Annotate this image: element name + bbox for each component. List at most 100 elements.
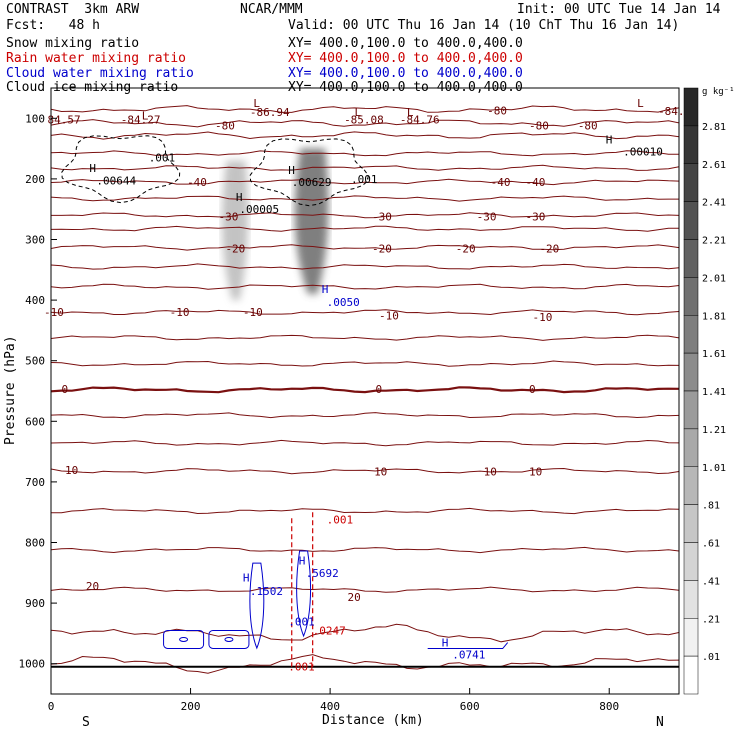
- colorbar-label: .41: [702, 576, 720, 587]
- contour-label: 20: [348, 591, 361, 604]
- snow-plume: [294, 148, 329, 295]
- y-tick-label: 400: [25, 294, 45, 307]
- field-snow-name: Snow mixing ratio: [6, 36, 140, 51]
- colorbar-swatch: [683, 163, 699, 202]
- contour-label: -20: [456, 243, 476, 256]
- contour-label: .00010: [623, 146, 663, 159]
- y-tick-label: 100: [25, 112, 45, 125]
- temperature-contour: [51, 309, 679, 316]
- init-time: Init: 00 UTC Tue 14 Jan 14: [517, 2, 721, 17]
- field-cloudwater-xy: XY= 400.0,100.0 to 400.0,400.0: [288, 66, 523, 81]
- cloud-water-contour: [163, 629, 205, 649]
- temperature-contour: [51, 586, 679, 593]
- x-end-label: N: [656, 715, 664, 730]
- contour-label: -10: [170, 306, 190, 319]
- org-label: NCAR/MMM: [240, 2, 303, 17]
- contour-label: .5692: [306, 567, 339, 580]
- contour-label: -10: [532, 311, 552, 324]
- contour-label: H: [89, 162, 96, 175]
- colorbar-label: .01: [702, 652, 720, 663]
- temperature-contour: [51, 467, 679, 475]
- x-tick-label: 800: [599, 700, 619, 713]
- contour-label: -84.76: [400, 114, 440, 127]
- temperature-contour: [51, 119, 679, 128]
- contour-label: 0: [375, 383, 382, 396]
- contour-label: L: [637, 97, 644, 110]
- colorbar-label: 1.61: [702, 349, 726, 360]
- temperature-contour: [51, 412, 679, 419]
- field-rain-xy: XY= 400.0,100.0 to 400.0,400.0: [288, 51, 523, 66]
- temperature-contour: [51, 105, 679, 113]
- contour-label: .001: [288, 615, 315, 628]
- contour-label: H: [243, 572, 250, 585]
- temperature-contour: [51, 623, 679, 643]
- colorbar-swatch: [683, 315, 699, 354]
- contour-label: 10: [529, 466, 542, 479]
- contour-label: -20: [539, 243, 559, 256]
- colorbar-label: 1.01: [702, 463, 726, 474]
- y-tick-label: 900: [25, 597, 45, 610]
- contour-label: H: [236, 191, 243, 204]
- colorbar-swatch: [683, 87, 699, 127]
- colorbar-swatch: [683, 580, 699, 619]
- colorbar-swatch: [683, 655, 699, 695]
- contour-label: L: [253, 97, 260, 110]
- contour-label: -40: [491, 176, 511, 189]
- cloud-water-contour: [179, 636, 189, 642]
- contour-label: -80: [215, 120, 235, 133]
- colorbar-label: 1.81: [702, 311, 726, 322]
- field-snow-xy: XY= 400.0,100.0 to 400.0,400.0: [288, 36, 523, 51]
- contour-label: -20: [372, 243, 392, 256]
- colorbar-swatch: [683, 542, 699, 581]
- contour-label: .0050: [327, 296, 360, 309]
- contour-label: .001: [351, 173, 378, 186]
- colorbar-unit: g kg⁻¹: [702, 87, 735, 97]
- contour-label: L: [355, 106, 362, 119]
- colorbar-swatch: [683, 125, 699, 164]
- contour-label: -80: [529, 120, 549, 133]
- colorbar-label: .21: [702, 614, 720, 625]
- contour-label: -30: [218, 210, 238, 223]
- colorbar-label: 2.21: [702, 236, 726, 247]
- contour-label: L: [142, 109, 149, 122]
- contour-label: -84.27: [121, 114, 161, 127]
- temperature-contour: [51, 507, 679, 515]
- contour-label: .0247: [313, 624, 346, 637]
- y-tick-label: 500: [25, 355, 45, 368]
- colorbar-label: 1.41: [702, 387, 726, 398]
- contour-label: -85.08: [344, 114, 384, 127]
- contour-label: 20: [86, 580, 99, 593]
- plot-frame: [50, 87, 680, 695]
- temperature-contour: [51, 164, 679, 171]
- temperature-contour: [51, 360, 679, 367]
- contour-label: -10: [379, 309, 399, 322]
- contour-label: .001: [327, 513, 354, 526]
- field-cloudwater-name: Cloud water mixing ratio: [6, 66, 194, 81]
- contour-label: .1502: [250, 585, 283, 598]
- temperature-contour: [51, 439, 679, 447]
- contour-label: H: [442, 636, 449, 649]
- colorbar-swatch: [683, 201, 699, 240]
- contour-label: .00629: [292, 176, 332, 189]
- forecast-hour: Fcst: 48 h: [6, 18, 100, 33]
- valid-time: Valid: 00 UTC Thu 16 Jan 14 (10 ChT Thu …: [288, 18, 680, 33]
- temperature-contour: [51, 195, 679, 202]
- contour-label: -30: [525, 210, 545, 223]
- contour-label: H: [288, 164, 295, 177]
- colorbar-swatch: [683, 239, 699, 278]
- temperature-contour: [51, 150, 679, 157]
- x-tick-label: 400: [320, 700, 340, 713]
- contour-label: -10: [243, 306, 263, 319]
- contour-label: 10: [65, 464, 78, 477]
- contour-label: -30: [372, 210, 392, 223]
- contour-label: H: [606, 134, 613, 147]
- temperature-contour: [51, 386, 679, 394]
- colorbar-swatch: [683, 428, 699, 467]
- contour-label: .00005: [239, 203, 279, 216]
- contour-label: .00644: [96, 175, 136, 188]
- colorbar-label: 2.81: [702, 122, 726, 133]
- contour-label: -80: [487, 104, 507, 117]
- cloud-water-contour: [296, 550, 312, 638]
- contour-label: 10: [374, 466, 387, 479]
